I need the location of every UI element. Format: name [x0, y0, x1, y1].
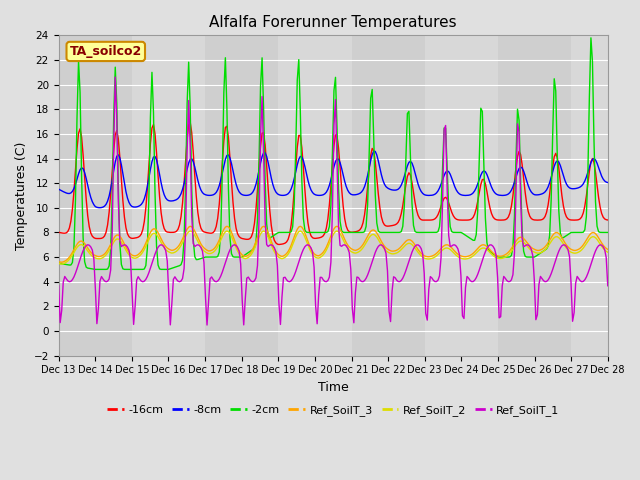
Title: Alfalfa Forerunner Temperatures: Alfalfa Forerunner Temperatures	[209, 15, 457, 30]
Bar	[498, 36, 571, 356]
Y-axis label: Temperatures (C): Temperatures (C)	[15, 141, 28, 250]
Legend: -16cm, -8cm, -2cm, Ref_SoilT_3, Ref_SoilT_2, Ref_SoilT_1: -16cm, -8cm, -2cm, Ref_SoilT_3, Ref_Soil…	[102, 401, 564, 420]
Bar	[351, 36, 425, 356]
Bar	[59, 36, 132, 356]
Bar	[205, 36, 278, 356]
Text: TA_soilco2: TA_soilco2	[70, 45, 142, 58]
X-axis label: Time: Time	[318, 381, 349, 394]
